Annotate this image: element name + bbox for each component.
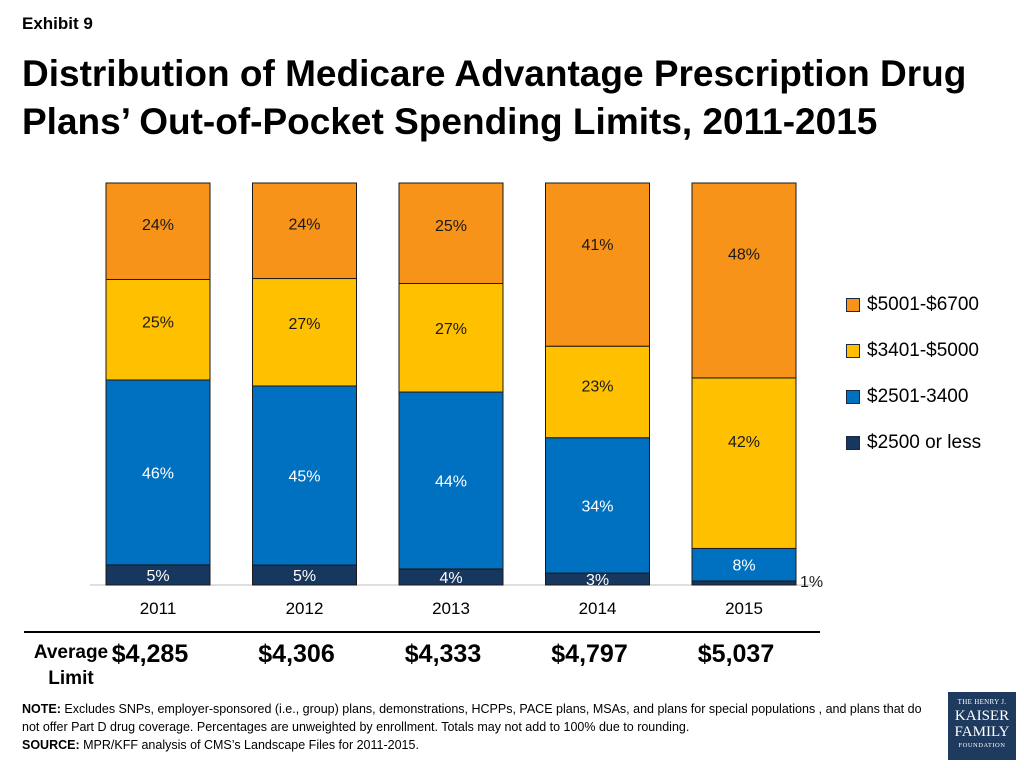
x-tick-label-2011: 2011 [140, 599, 177, 618]
data-label-2015-2: 42% [728, 434, 760, 451]
data-label-2014-0: 3% [586, 572, 609, 589]
average-limit-value: $4,306 [258, 640, 335, 668]
x-tick-label-2012: 2012 [286, 599, 324, 618]
bar-segment-2013-2 [398, 283, 504, 393]
bar-segment-2012-3 [252, 182, 357, 280]
average-limit-value: $4,797 [551, 640, 628, 668]
data-label-2015-3: 48% [728, 246, 760, 263]
data-label-2011-1: 46% [142, 465, 174, 482]
data-label-2012-2: 27% [288, 316, 320, 333]
data-label-2012-0: 5% [293, 568, 316, 585]
bar-segment-2011-1 [105, 379, 211, 566]
data-label-2015-1: 8% [732, 558, 755, 575]
data-label-2013-2: 27% [435, 321, 467, 338]
legend-swatch [846, 298, 860, 312]
bar-segment-2012-2 [252, 278, 357, 387]
bar-segment-2015-0 [691, 580, 797, 586]
kff-logo: THE HENRY J. KAISER FAMILY FOUNDATION [948, 692, 1016, 760]
data-label-2014-2: 23% [581, 379, 613, 396]
legend-label: $3401-$5000 [867, 340, 979, 361]
data-label-2013-0: 4% [439, 570, 462, 587]
footnote: NOTE: Excludes SNPs, employer-sponsored … [22, 700, 922, 754]
legend-item: $5001-$6700 [846, 282, 981, 328]
data-label-2013-1: 44% [435, 473, 467, 490]
average-limit-value: $4,285 [111, 640, 189, 668]
source-text: MPR/KFF analysis of CMS’s Landscape File… [79, 738, 419, 752]
bar-segment-2015-3 [691, 182, 797, 379]
bar-segment-2013-1 [398, 391, 504, 570]
data-label-2015-0: 1% [800, 574, 823, 591]
bar-segment-2012-1 [252, 385, 357, 566]
logo-line-2: KAISER [954, 708, 1010, 724]
note-text: Excludes SNPs, employer-sponsored (i.e.,… [22, 702, 922, 734]
data-label-2012-1: 45% [288, 469, 320, 486]
legend-item: $2501-3400 [846, 374, 981, 420]
bar-segment-2015-2 [691, 377, 797, 549]
legend-swatch [846, 390, 860, 404]
data-label-2011-2: 25% [142, 315, 174, 332]
data-label-2011-3: 24% [142, 217, 174, 234]
x-tick-label-2014: 2014 [579, 599, 617, 618]
average-limit-divider [24, 631, 820, 633]
legend-label: $2500 or less [867, 432, 982, 453]
logo-line-1: THE HENRY J. [957, 698, 1007, 706]
logo-line-4: FOUNDATION [958, 742, 1006, 749]
bar-segment-2015-1 [691, 547, 797, 582]
data-label-2011-0: 5% [146, 568, 169, 585]
source-label: SOURCE: [22, 738, 80, 752]
stacked-bar-chart: 5% 46% 25% 24% 2011 5% 45% 27% 24% 2012 4% 44% 27% 25… [90, 182, 823, 618]
bar-segment-2013-3 [398, 182, 504, 284]
legend-swatch [846, 344, 860, 358]
legend-item: $2500 or less [846, 420, 981, 466]
average-limit-value: $4,333 [404, 640, 482, 668]
x-tick-label-2013: 2013 [432, 599, 470, 618]
average-limit-value: $5,037 [697, 640, 775, 668]
legend-label: $2501-3400 [867, 386, 969, 407]
chart-title: Distribution of Medicare Advantage Presc… [22, 53, 967, 142]
note-label: NOTE: [22, 702, 61, 716]
x-tick-label-2015: 2015 [725, 599, 763, 618]
bar-segment-2014-1 [545, 437, 650, 574]
logo-line-3: FAMILY [954, 724, 1010, 740]
bar-segment-2011-2 [105, 278, 211, 381]
data-label-2013-3: 25% [435, 218, 467, 235]
legend-label: $5001-$6700 [867, 294, 979, 315]
average-limit-label: Average Limit [33, 642, 109, 689]
legend-swatch [846, 436, 860, 450]
bar-segment-2014-3 [545, 182, 650, 347]
data-label-2014-1: 34% [581, 498, 613, 515]
data-label-2014-3: 41% [581, 237, 613, 254]
legend-item: $3401-$5000 [846, 328, 981, 374]
bar-segment-2011-3 [105, 182, 211, 280]
exhibit-label: Exhibit 9 [22, 14, 93, 33]
data-label-2012-3: 24% [288, 217, 320, 234]
chart-legend: $5001-$6700 $3401-$5000 $2501-3400 $2500 or… [846, 282, 981, 466]
